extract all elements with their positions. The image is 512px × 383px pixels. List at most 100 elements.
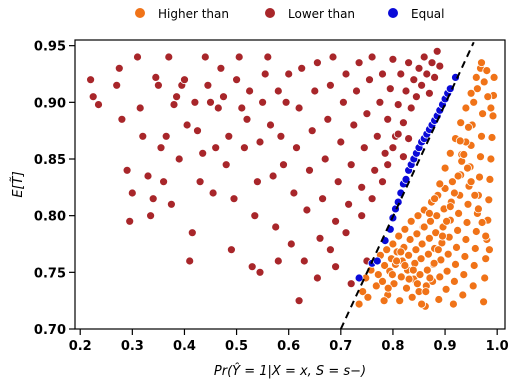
legend-label-higher-than: Higher than [158, 7, 229, 21]
x-tick-label: 1.0 [486, 339, 509, 354]
point-higher-than [415, 270, 425, 280]
point-higher-than [478, 109, 488, 119]
point-lower-than [143, 171, 153, 181]
x-tick-label: 0.2 [69, 339, 92, 354]
x-tick-label: 0.9 [434, 339, 457, 354]
point-lower-than [341, 228, 351, 238]
point-lower-than [174, 154, 184, 164]
point-higher-than [471, 73, 481, 82]
point-lower-than [169, 100, 179, 109]
point-higher-than [400, 261, 410, 270]
point-lower-than [148, 194, 158, 204]
point-lower-than [232, 75, 242, 85]
point-lower-than [224, 131, 234, 141]
point-lower-than [263, 52, 273, 62]
point-higher-than [466, 177, 476, 187]
point-lower-than [164, 52, 174, 62]
point-lower-than [398, 152, 408, 162]
point-lower-than [255, 267, 265, 277]
point-lower-than [323, 114, 333, 124]
point-lower-than [404, 134, 414, 144]
point-higher-than [479, 297, 489, 307]
point-higher-than [463, 199, 473, 209]
point-higher-than [456, 118, 466, 128]
y-axis-title: E[T̃] [11, 171, 26, 197]
plot-area [74, 39, 506, 330]
point-lower-than [419, 52, 429, 62]
point-higher-than [402, 283, 411, 293]
point-higher-than [424, 233, 434, 243]
point-equal [401, 174, 411, 184]
point-higher-than [433, 245, 443, 255]
point-lower-than [305, 165, 314, 175]
point-higher-than [460, 252, 470, 261]
point-higher-than [458, 290, 468, 300]
axes-frame [74, 39, 506, 330]
point-higher-than [431, 228, 441, 238]
point-higher-than [442, 216, 452, 226]
point-higher-than [447, 177, 457, 187]
point-higher-than [487, 133, 497, 142]
point-lower-than [346, 160, 356, 170]
point-lower-than [430, 73, 440, 82]
point-lower-than [206, 97, 215, 107]
x-axis-title: Pr(Ŷ = 1|X = x, S = s−) [214, 363, 366, 379]
point-lower-than [271, 222, 281, 232]
point-lower-than [200, 52, 210, 62]
point-lower-than [234, 52, 244, 62]
point-lower-than [279, 160, 288, 170]
point-lower-than [286, 239, 296, 249]
point-lower-than [252, 177, 262, 187]
point-lower-than [393, 100, 403, 109]
point-lower-than [404, 58, 414, 68]
point-higher-than [417, 239, 427, 249]
point-lower-than [297, 63, 307, 73]
point-higher-than [455, 136, 465, 146]
point-lower-than [380, 148, 390, 158]
y-tick-label: 0.80 [34, 210, 66, 225]
point-higher-than [394, 231, 404, 241]
point-lower-than [294, 296, 304, 306]
point-higher-than [445, 202, 455, 212]
point-lower-than [159, 177, 169, 187]
point-lower-than [325, 245, 335, 255]
point-higher-than [459, 150, 469, 159]
y-tick-label: 0.75 [34, 266, 66, 281]
point-lower-than [362, 109, 372, 119]
point-lower-than [281, 97, 291, 107]
x-tick-label: 0.4 [173, 339, 196, 354]
point-higher-than [404, 250, 414, 260]
point-higher-than [406, 216, 416, 226]
x-tick-label: 0.3 [121, 339, 144, 354]
point-lower-than [383, 114, 393, 124]
point-lower-than [146, 211, 156, 221]
point-lower-than [328, 52, 338, 62]
legend-marker-higher-than [135, 8, 145, 18]
point-lower-than [125, 216, 135, 226]
point-higher-than [395, 296, 405, 306]
point-lower-than [411, 92, 421, 102]
y-tick-label: 0.70 [34, 323, 66, 338]
point-lower-than [245, 86, 255, 96]
point-lower-than [310, 86, 320, 96]
point-lower-than [289, 188, 299, 198]
point-lower-than [276, 131, 286, 141]
point-lower-than [307, 126, 317, 136]
point-lower-than [357, 211, 367, 221]
point-higher-than [480, 273, 490, 283]
point-higher-than [481, 231, 491, 241]
x-axis: 0.2 0.3 0.4 0.5 0.6 0.7 0.8 0.9 1.0 [69, 329, 509, 354]
point-lower-than [378, 177, 387, 187]
point-lower-than [333, 177, 343, 187]
point-higher-than [388, 239, 398, 249]
y-tick-label: 0.95 [34, 40, 66, 55]
point-lower-than [338, 97, 348, 107]
point-higher-than [421, 287, 431, 297]
point-lower-than [312, 273, 322, 283]
point-lower-than [239, 143, 249, 153]
point-higher-than [475, 172, 484, 182]
point-lower-than [161, 131, 171, 141]
point-higher-than [451, 259, 460, 269]
point-lower-than [406, 103, 416, 113]
point-higher-than [466, 88, 476, 98]
